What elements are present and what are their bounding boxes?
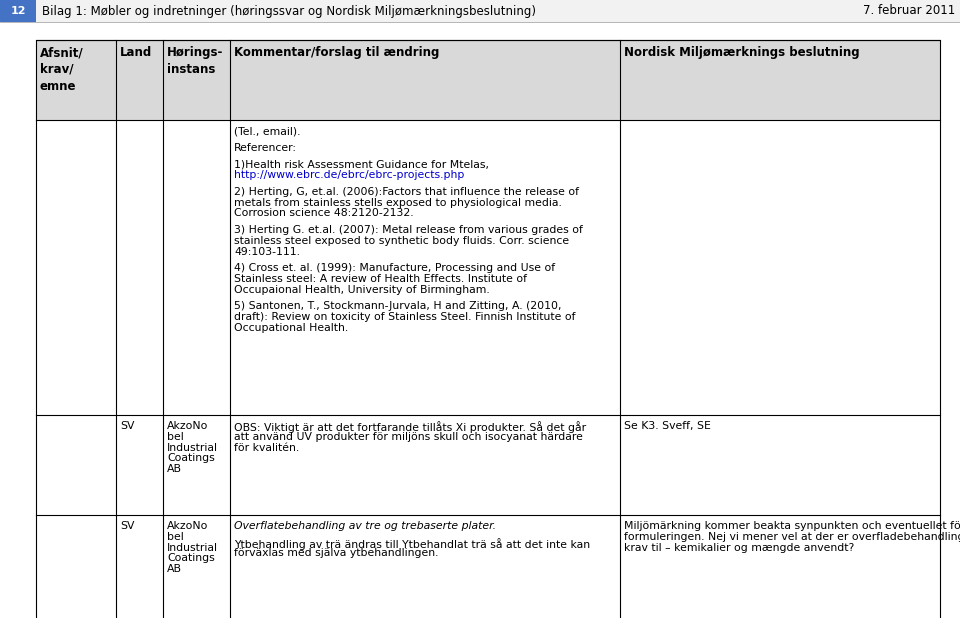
Text: att använd UV produkter för miljöns skull och isocyanat härdare: att använd UV produkter för miljöns skul… — [234, 432, 583, 442]
Text: (Tel., email).: (Tel., email). — [234, 126, 300, 136]
Bar — [0, 0, 960, 22]
Text: metals from stainless stells exposed to physiological media.: metals from stainless stells exposed to … — [234, 198, 562, 208]
Bar — [36, 40, 940, 120]
Text: 12: 12 — [11, 6, 26, 16]
Text: Occupational Health.: Occupational Health. — [234, 323, 348, 333]
Text: Overflatebehandling av tre og trebaserte plater.: Overflatebehandling av tre og trebaserte… — [234, 521, 496, 531]
Text: för kvalitén.: för kvalitén. — [234, 442, 300, 452]
Text: Se K3. Sveff, SE: Se K3. Sveff, SE — [624, 421, 710, 431]
Text: Kommentar/forslag til ændring: Kommentar/forslag til ændring — [234, 46, 440, 59]
Text: Hørings-
instans: Hørings- instans — [167, 46, 224, 76]
Text: bel: bel — [167, 432, 183, 442]
Text: 2) Herting, G, et.al. (2006):Factors that influence the release of: 2) Herting, G, et.al. (2006):Factors tha… — [234, 187, 579, 197]
Text: 3) Herting G. et.al. (2007): Metal release from various grades of: 3) Herting G. et.al. (2007): Metal relea… — [234, 225, 583, 235]
Text: förväxlas med själva ytbehandlingen.: förväxlas med själva ytbehandlingen. — [234, 548, 439, 559]
Text: Corrosion science 48:2120-2132.: Corrosion science 48:2120-2132. — [234, 208, 414, 218]
Text: 49:103-111.: 49:103-111. — [234, 247, 300, 256]
Text: OBS: Viktigt är att det fortfarande tillåts Xi produkter. Så det går: OBS: Viktigt är att det fortfarande till… — [234, 421, 587, 433]
Text: Industrial: Industrial — [167, 442, 218, 452]
Text: Coatings: Coatings — [167, 553, 215, 563]
Text: Afsnit/
krav/
emne: Afsnit/ krav/ emne — [40, 46, 84, 93]
Text: Nordisk Miljømærknings beslutning: Nordisk Miljømærknings beslutning — [624, 46, 859, 59]
Text: AkzoNo: AkzoNo — [167, 521, 208, 531]
Text: AB: AB — [167, 564, 182, 574]
Text: Ytbehandling av trä ändras till Ytbehandlat trä så att det inte kan: Ytbehandling av trä ändras till Ytbehand… — [234, 538, 590, 549]
Text: 4) Cross et. al. (1999): Manufacture, Processing and Use of: 4) Cross et. al. (1999): Manufacture, Pr… — [234, 263, 555, 273]
Text: Land: Land — [120, 46, 153, 59]
Text: Bilag 1: Møbler og indretninger (høringssvar og Nordisk Miljømærkningsbeslutning: Bilag 1: Møbler og indretninger (hørings… — [42, 4, 536, 17]
Bar — [0, 0, 36, 22]
Text: Industrial: Industrial — [167, 543, 218, 552]
Text: 1)Health risk Assessment Guidance for Mtelas,: 1)Health risk Assessment Guidance for Mt… — [234, 159, 489, 169]
Text: krav til – kemikalier og mængde anvendt?: krav til – kemikalier og mængde anvendt? — [624, 543, 854, 552]
Text: 7. februar 2011: 7. februar 2011 — [863, 4, 955, 17]
Text: AB: AB — [167, 464, 182, 474]
Text: Referencer:: Referencer: — [234, 143, 297, 153]
Text: Stainless steel: A review of Health Effects. Institute of: Stainless steel: A review of Health Effe… — [234, 274, 527, 284]
Text: Coatings: Coatings — [167, 453, 215, 464]
Text: SV: SV — [120, 421, 134, 431]
Text: 5) Santonen, T., Stockmann-Jurvala, H and Zitting, A. (2010,: 5) Santonen, T., Stockmann-Jurvala, H an… — [234, 302, 562, 311]
Text: stainless steel exposed to synthetic body fluids. Corr. science: stainless steel exposed to synthetic bod… — [234, 236, 569, 246]
Text: Miljömärkning kommer beakta synpunkten och eventuellet förtydliga: Miljömärkning kommer beakta synpunkten o… — [624, 521, 960, 531]
Text: formuleringen. Nej vi mener vel at der er overfladebehandlingen vi opstiller: formuleringen. Nej vi mener vel at der e… — [624, 531, 960, 542]
Text: bel: bel — [167, 531, 183, 542]
Text: draft): Review on toxicity of Stainless Steel. Finnish Institute of: draft): Review on toxicity of Stainless … — [234, 312, 575, 322]
Text: http://www.ebrc.de/ebrc/ebrc-projects.php: http://www.ebrc.de/ebrc/ebrc-projects.ph… — [234, 170, 465, 180]
Text: Occupaional Health, University of Birmingham.: Occupaional Health, University of Birmin… — [234, 285, 490, 295]
Text: AkzoNo: AkzoNo — [167, 421, 208, 431]
Text: SV: SV — [120, 521, 134, 531]
